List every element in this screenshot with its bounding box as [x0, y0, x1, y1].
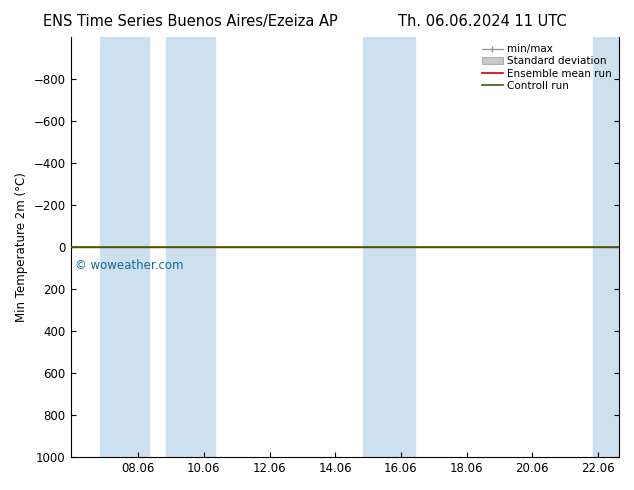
Bar — [100, 37, 150, 457]
Text: ENS Time Series Buenos Aires/Ezeiza AP: ENS Time Series Buenos Aires/Ezeiza AP — [43, 14, 337, 29]
Text: © woweather.com: © woweather.com — [75, 259, 184, 271]
Legend: min/max, Standard deviation, Ensemble mean run, Controll run: min/max, Standard deviation, Ensemble me… — [480, 42, 614, 93]
Bar — [593, 37, 619, 457]
Bar — [165, 37, 215, 457]
Y-axis label: Min Temperature 2m (°C): Min Temperature 2m (°C) — [15, 172, 28, 322]
Text: Th. 06.06.2024 11 UTC: Th. 06.06.2024 11 UTC — [398, 14, 566, 29]
Bar — [363, 37, 415, 457]
